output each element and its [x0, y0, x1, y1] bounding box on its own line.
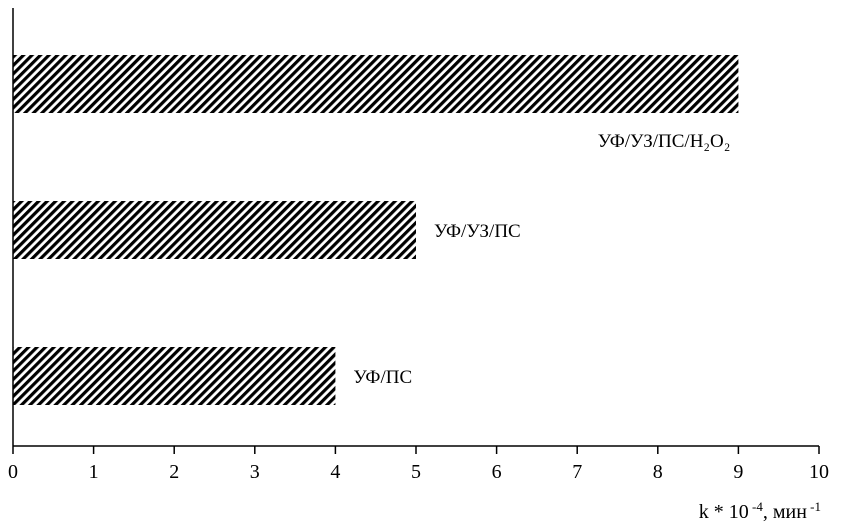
x-tick-label: 5	[411, 461, 421, 483]
bar-label: УФ/УЗ/ПС	[434, 221, 521, 242]
x-tick-label: 6	[492, 461, 502, 483]
x-axis-title-unit-exp: -1	[807, 499, 821, 514]
bar	[13, 347, 336, 405]
bar-label: УФ/УЗ/ПС/H₂O₂	[598, 131, 731, 152]
x-tick-label: 2	[169, 461, 179, 483]
x-tick-label: 8	[653, 461, 663, 483]
x-axis-title-exp: -4	[749, 499, 764, 514]
x-axis-title-base: k * 10	[699, 501, 749, 523]
bar-label: УФ/ПС	[353, 367, 412, 388]
x-axis-title: k * 10 -4, мин -1	[699, 499, 821, 524]
x-tick-label: 3	[250, 461, 260, 483]
x-tick-label: 10	[809, 461, 829, 483]
x-axis-title-unit: , мин	[763, 501, 807, 523]
x-tick-label: 7	[572, 461, 582, 483]
bars-group	[13, 55, 739, 405]
x-ticks-group: 0 1 2 3 4 5 6 7 8 9 10	[8, 446, 829, 483]
x-tick-label: 0	[8, 461, 18, 483]
bar	[13, 201, 416, 259]
x-tick-label: 9	[733, 461, 743, 483]
x-tick-label: 1	[89, 461, 99, 483]
bar	[13, 55, 739, 113]
bar-labels-group: УФ/ПС УФ/УЗ/ПС УФ/УЗ/ПС/H₂O₂	[353, 131, 730, 388]
x-tick-label: 4	[330, 461, 340, 483]
